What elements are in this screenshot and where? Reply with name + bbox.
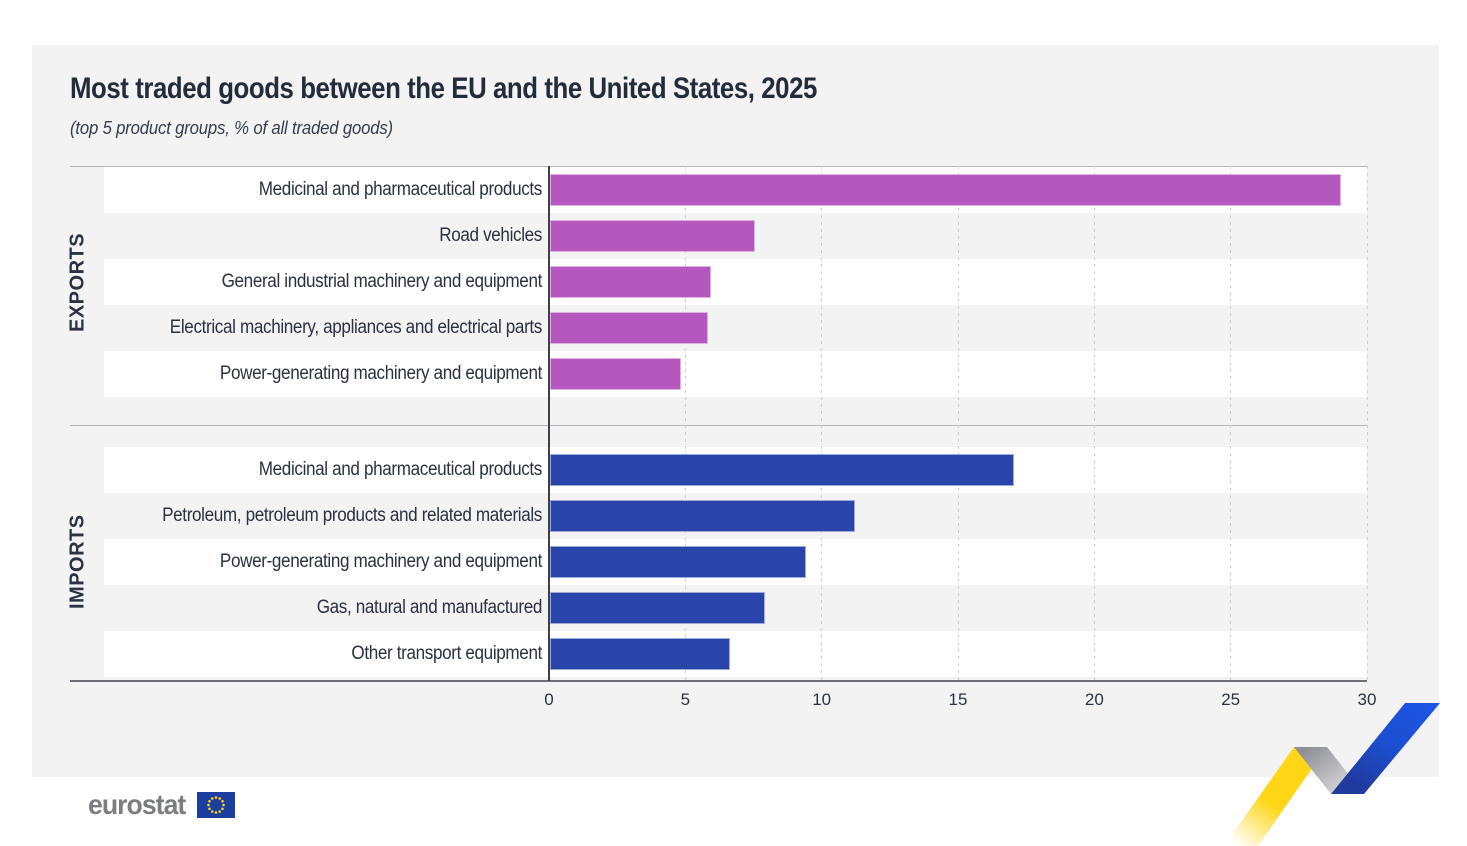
gridline <box>684 166 686 680</box>
chart-row: Gas, natural and manufactured <box>104 585 1367 631</box>
gridline <box>1366 166 1368 680</box>
chart-row: Power-generating machinery and equipment <box>104 539 1367 585</box>
bar <box>550 358 681 390</box>
bar <box>550 220 755 252</box>
bar <box>550 266 711 298</box>
x-tick-label: 15 <box>948 690 968 709</box>
bar <box>550 638 730 670</box>
eurostat-logo: eurostat <box>88 789 236 821</box>
bar <box>550 174 1341 206</box>
bar <box>550 592 766 624</box>
x-tick-label: 0 <box>544 690 554 709</box>
chart-row: Petroleum, petroleum products and relate… <box>104 493 1367 539</box>
chart-row: Other transport equipment <box>104 631 1367 677</box>
row-label: Other transport equipment <box>351 643 542 664</box>
row-label: Road vehicles <box>439 225 542 246</box>
bar <box>550 312 709 344</box>
chart-row: Medicinal and pharmaceutical products <box>104 447 1367 493</box>
x-tick-label: 5 <box>680 690 691 709</box>
chart-row: Medicinal and pharmaceutical products <box>104 167 1367 213</box>
x-tick-label: 20 <box>1084 690 1104 709</box>
gridline <box>1093 166 1095 680</box>
bar <box>550 454 1014 486</box>
gridline <box>957 166 959 680</box>
x-axis-line <box>70 680 1367 682</box>
chart-title: Most traded goods between the EU and the… <box>70 72 817 105</box>
row-label: Power-generating machinery and equipment <box>219 551 543 572</box>
row-label: Gas, natural and manufactured <box>316 597 543 618</box>
section-label-imports: IMPORTS <box>66 514 89 610</box>
row-label: General industrial machinery and equipme… <box>221 271 543 292</box>
bar <box>550 546 807 578</box>
section-separator-line <box>70 425 1367 426</box>
row-label: Medicinal and pharmaceutical products <box>258 459 543 480</box>
section-label-exports: EXPORTS <box>66 232 89 332</box>
chart-row: Road vehicles <box>104 213 1367 259</box>
chart-top-rule <box>70 166 1367 167</box>
chart-row: General industrial machinery and equipme… <box>104 259 1367 305</box>
row-label: Medicinal and pharmaceutical products <box>258 179 543 200</box>
gridline <box>1230 166 1232 680</box>
x-tick-label: 25 <box>1221 690 1241 709</box>
x-tick-label: 30 <box>1357 690 1377 709</box>
row-label: Power-generating machinery and equipment <box>219 363 543 384</box>
row-label: Electrical machinery, appliances and ele… <box>169 317 543 338</box>
y-axis-line <box>548 166 550 681</box>
chart-subtitle: (top 5 product groups, % of all traded g… <box>70 118 393 138</box>
eu-flag-icon <box>197 792 236 818</box>
bar <box>550 500 856 532</box>
chart-row: Power-generating machinery and equipment <box>104 351 1367 397</box>
x-tick-label: 10 <box>812 690 832 709</box>
chart-row: Electrical machinery, appliances and ele… <box>104 305 1367 351</box>
gridline <box>821 166 823 680</box>
eurostat-logo-text: eurostat <box>88 789 186 820</box>
row-label: Petroleum, petroleum products and relate… <box>162 505 543 526</box>
